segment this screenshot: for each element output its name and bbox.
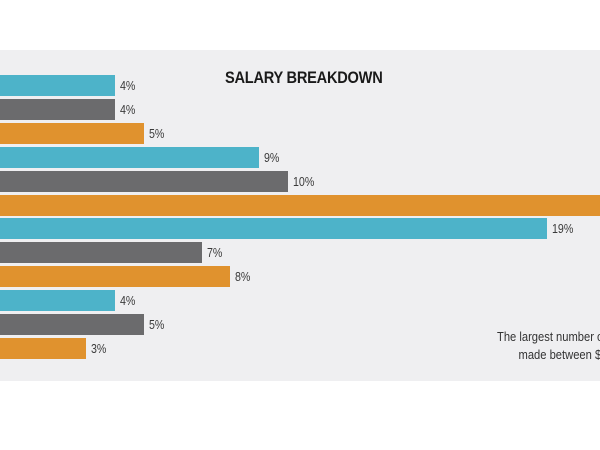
annotation-line-2: made between $	[518, 347, 600, 362]
bar-4	[0, 146, 260, 168]
chart-panel: SALARY BREAKDOWN 4% 4% 5% 9% 10% 19% 7% 8% 4% 5% 3…	[0, 50, 600, 381]
bar-2	[0, 98, 116, 120]
annotation-note: The largest number o made between $	[497, 328, 600, 364]
bar-11	[0, 314, 144, 335]
bar-value-label: 19%	[552, 221, 574, 237]
bar-value-label: 5%	[149, 317, 165, 332]
bar-value-label: 5%	[149, 125, 165, 141]
bar-value-label: 4%	[120, 101, 136, 117]
bar-value-label: 7%	[206, 245, 223, 261]
bar-5	[0, 170, 288, 192]
bar-value-label: 9%	[264, 149, 280, 165]
bar-value-label: 10%	[293, 173, 315, 189]
bar-area: 4% 4% 5% 9% 10% 19% 7% 8% 4% 5% 3%	[0, 50, 600, 381]
bar-9	[0, 266, 231, 288]
bar-12	[0, 337, 87, 359]
chart-title: SALARY BREAKDOWN	[225, 68, 383, 87]
bar-value-label: 8%	[235, 269, 251, 285]
bar-value-label: 4%	[120, 293, 136, 309]
bar-value-label: 4%	[120, 78, 136, 93]
bar-value-label: 3%	[91, 340, 107, 356]
bar-10	[0, 290, 116, 312]
bar-3	[0, 122, 144, 144]
bar-6	[0, 194, 600, 216]
bar-8	[0, 242, 202, 264]
bar-7	[0, 218, 548, 240]
annotation-line-1: The largest number o	[497, 329, 600, 344]
bar-1	[0, 75, 116, 96]
